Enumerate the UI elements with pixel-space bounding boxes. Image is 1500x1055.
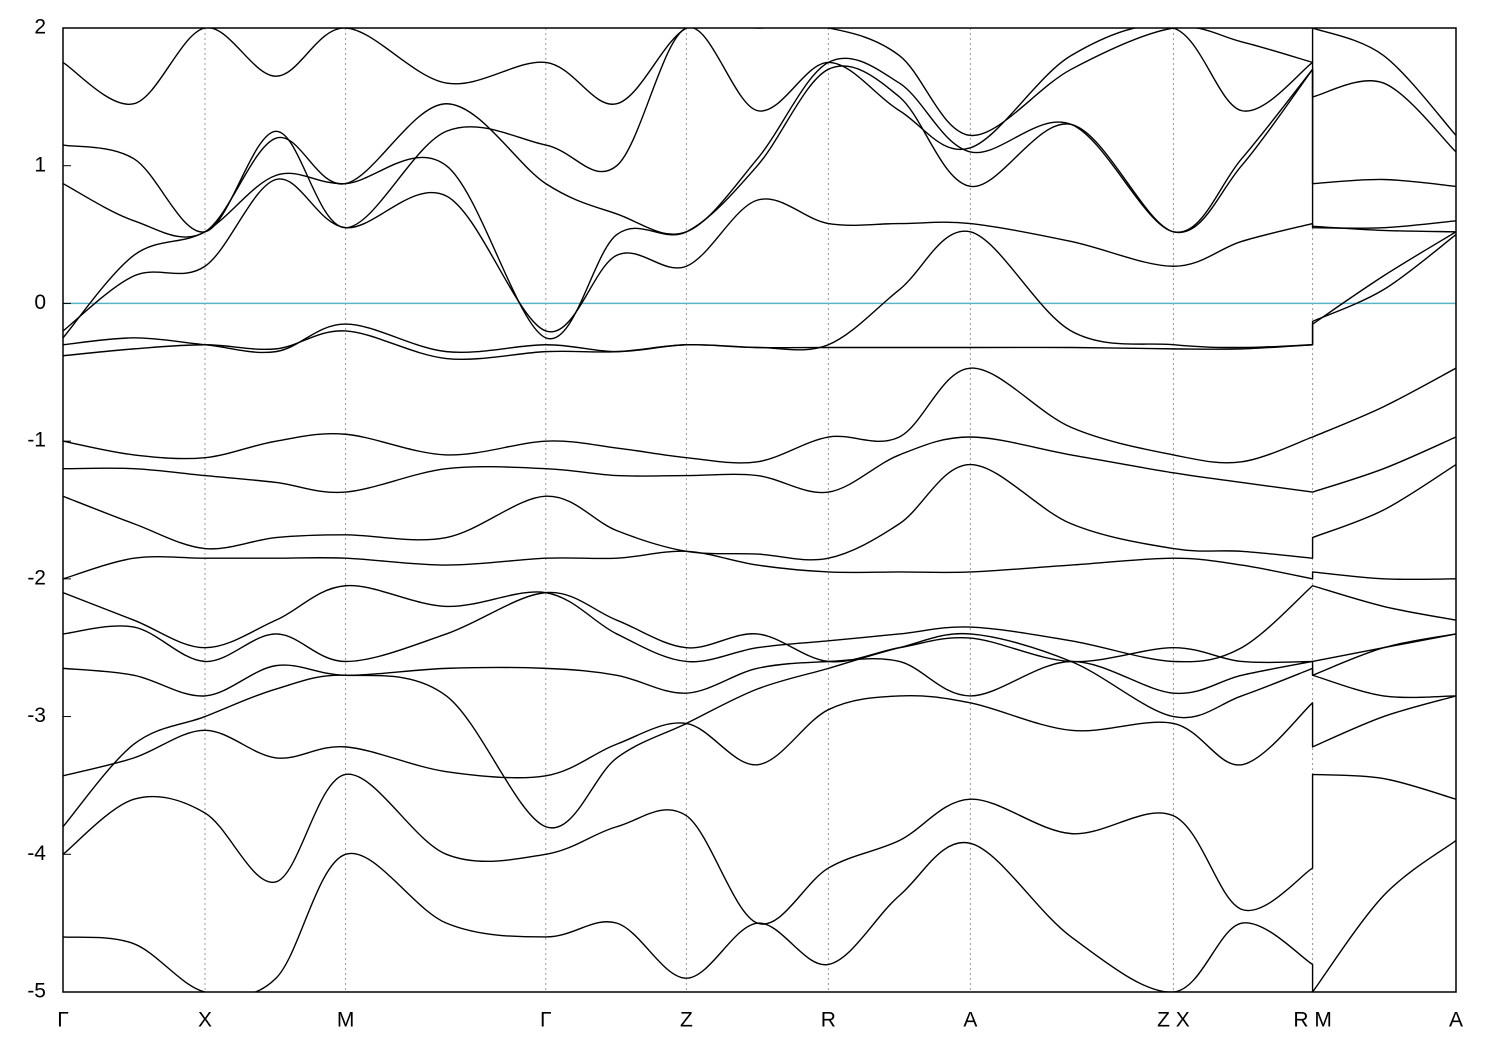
bands [63,28,1456,992]
band-line [63,463,1456,561]
x-tick-label: A [963,1009,977,1032]
band-line [63,773,1456,925]
x-tick-label: M [337,1009,355,1032]
x-tick-label: Z X [1157,1009,1190,1032]
y-tick-label: -4 [27,842,46,865]
band-line [63,550,1456,581]
x-tick-label: A [1449,1009,1463,1032]
band-line [63,367,1456,464]
y-tick-label: 1 [34,153,46,176]
band-line [63,230,1456,354]
y-tick-label: -1 [27,429,46,452]
x-tick-label: R [821,1009,836,1032]
band-line [63,28,1456,233]
band-line [63,436,1456,494]
band-line [63,839,1456,992]
y-tick-label: 0 [34,291,46,314]
grid [204,28,1314,992]
x-tick-label: X [198,1009,212,1032]
band-line [63,28,1456,137]
band-line [63,178,1456,333]
band-line [63,65,1456,340]
x-tick-label: R M [1293,1009,1332,1032]
x-tick-label: Z [680,1009,693,1032]
y-tick-label: -3 [27,704,46,727]
band-line [63,234,1456,360]
band-line [63,584,1456,663]
y-tick-label: -5 [27,980,46,1003]
band-line [63,57,1456,238]
labels: 2 1 0 -1 -2 -3 -4 -5 Γ X M Γ Z R A Z X R M A [27,16,1463,1032]
band-line [63,657,1456,699]
band-line [63,591,1456,664]
band-line [63,694,1456,779]
y-tick-label: -2 [27,566,46,589]
y-tick-label: 2 [34,16,46,39]
x-tick-label: Γ [57,1009,69,1032]
x-tick-label: Γ [540,1009,552,1032]
band-line [63,632,1456,829]
plot-frame [62,27,1457,993]
